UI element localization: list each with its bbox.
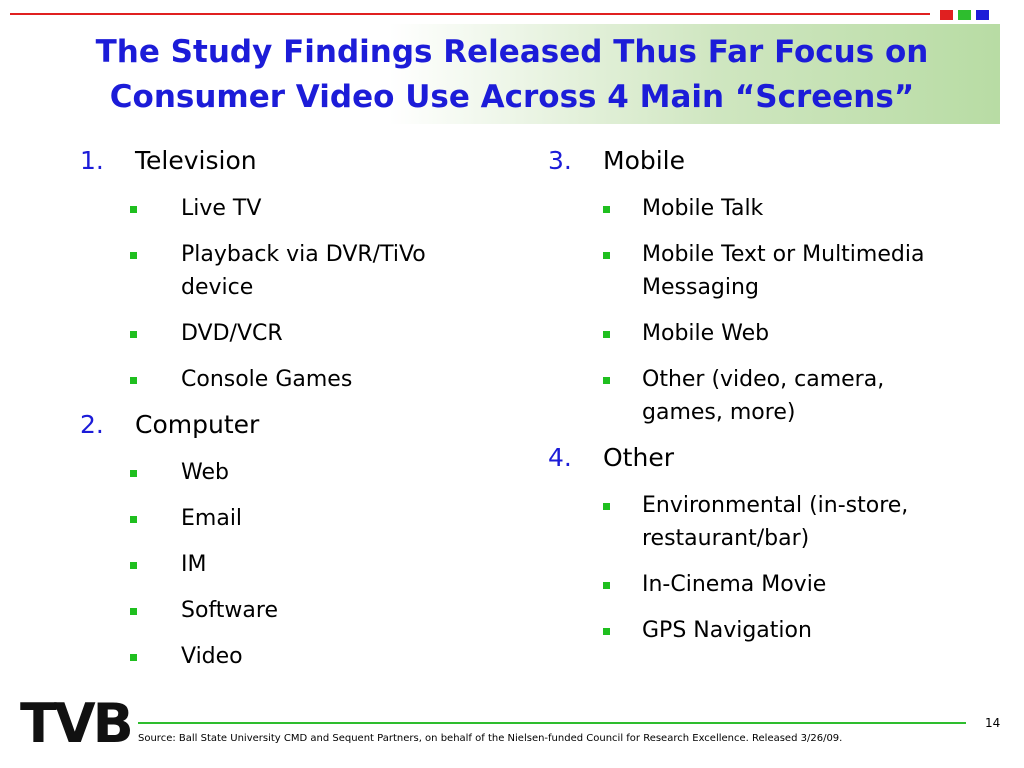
- section-number: 2.: [80, 410, 104, 439]
- section-title: Mobile: [603, 146, 686, 175]
- list-item: Web: [130, 456, 461, 489]
- item-text: In-Cinema Movie: [642, 572, 827, 597]
- item-text: Mobile Text or Multimedia Messaging: [642, 242, 925, 300]
- left-column: 1. Television Live TV Playback via DVR/TiVo…: [80, 145, 461, 686]
- section-heading: 2. Computer: [80, 409, 461, 441]
- section-heading: 4. Other: [548, 442, 942, 474]
- source-note: Source: Ball State University CMD and Se…: [138, 733, 843, 744]
- item-text: Other (video, camera, games, more): [642, 367, 885, 425]
- bullet: [130, 516, 137, 523]
- list-item: GPS Navigation: [603, 614, 942, 647]
- bullet: [603, 628, 610, 635]
- section-title: Television: [135, 146, 257, 175]
- list-item: Live TV: [130, 192, 461, 225]
- item-text: Web: [181, 460, 229, 485]
- bullet: [130, 470, 137, 477]
- section-heading: 1. Television: [80, 145, 461, 177]
- bullet: [603, 503, 610, 510]
- item-text: GPS Navigation: [642, 618, 812, 643]
- green-square: [958, 10, 971, 20]
- list-item: IM: [130, 548, 461, 581]
- bullet: [603, 252, 610, 259]
- section-number: 3.: [548, 146, 572, 175]
- section-title: Computer: [135, 410, 260, 439]
- list-item: In-Cinema Movie: [603, 568, 942, 601]
- bullet: [130, 377, 137, 384]
- section-heading: 3. Mobile: [548, 145, 942, 177]
- list-item: Mobile Talk: [603, 192, 942, 225]
- list-item: Environmental (in-store, restaurant/bar): [603, 489, 942, 555]
- list-item: Console Games: [130, 363, 461, 396]
- red-square: [940, 10, 953, 20]
- list-item: Email: [130, 502, 461, 535]
- item-text: Live TV: [181, 196, 262, 221]
- item-text: Video: [181, 644, 243, 669]
- item-text: Mobile Talk: [642, 196, 764, 221]
- item-text: DVD/VCR: [181, 321, 283, 346]
- top-rule: [10, 13, 930, 15]
- list-item: Mobile Text or Multimedia Messaging: [603, 238, 942, 304]
- title-background: [60, 24, 1000, 124]
- bullet: [130, 206, 137, 213]
- list-item: DVD/VCR: [130, 317, 461, 350]
- bullet: [130, 562, 137, 569]
- item-text: Environmental (in-store, restaurant/bar): [642, 493, 909, 551]
- list-item: Software: [130, 594, 461, 627]
- right-column: 3. Mobile Mobile Talk Mobile Text or Multim…: [548, 145, 942, 660]
- item-text: Email: [181, 506, 243, 531]
- item-text: Console Games: [181, 367, 353, 392]
- bullet: [603, 331, 610, 338]
- page-number: 14: [985, 716, 1001, 730]
- list-item: Playback via DVR/TiVo device: [130, 238, 461, 304]
- title-line: The Study Findings Released Thus Far Foc…: [95, 34, 929, 70]
- list-item: Video: [130, 640, 461, 673]
- bullet: [603, 377, 610, 384]
- title-line: Consumer Video Use Across 4 Main “Screen…: [109, 79, 915, 115]
- item-text: Mobile Web: [642, 321, 770, 346]
- bullet: [130, 331, 137, 338]
- item-text: Software: [181, 598, 278, 623]
- list-item: Other (video, camera, games, more): [603, 363, 942, 429]
- logo: TVB: [20, 692, 134, 755]
- bullet: [603, 206, 610, 213]
- item-text: IM: [181, 552, 207, 577]
- bullet: [603, 582, 610, 589]
- bullet: [130, 654, 137, 661]
- bullet: [130, 608, 137, 615]
- blue-square: [976, 10, 989, 20]
- item-text: Playback via DVR/TiVo device: [181, 242, 426, 300]
- bullet: [130, 252, 137, 259]
- section-number: 1.: [80, 146, 104, 175]
- section-number: 4.: [548, 443, 572, 472]
- section-title: Other: [603, 443, 674, 472]
- footer-rule: [138, 722, 966, 724]
- title: The Study Findings Released Thus Far Foc…: [40, 30, 984, 120]
- list-item: Mobile Web: [603, 317, 942, 350]
